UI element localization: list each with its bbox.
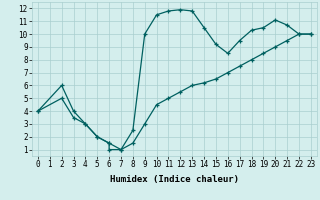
X-axis label: Humidex (Indice chaleur): Humidex (Indice chaleur) [110, 175, 239, 184]
